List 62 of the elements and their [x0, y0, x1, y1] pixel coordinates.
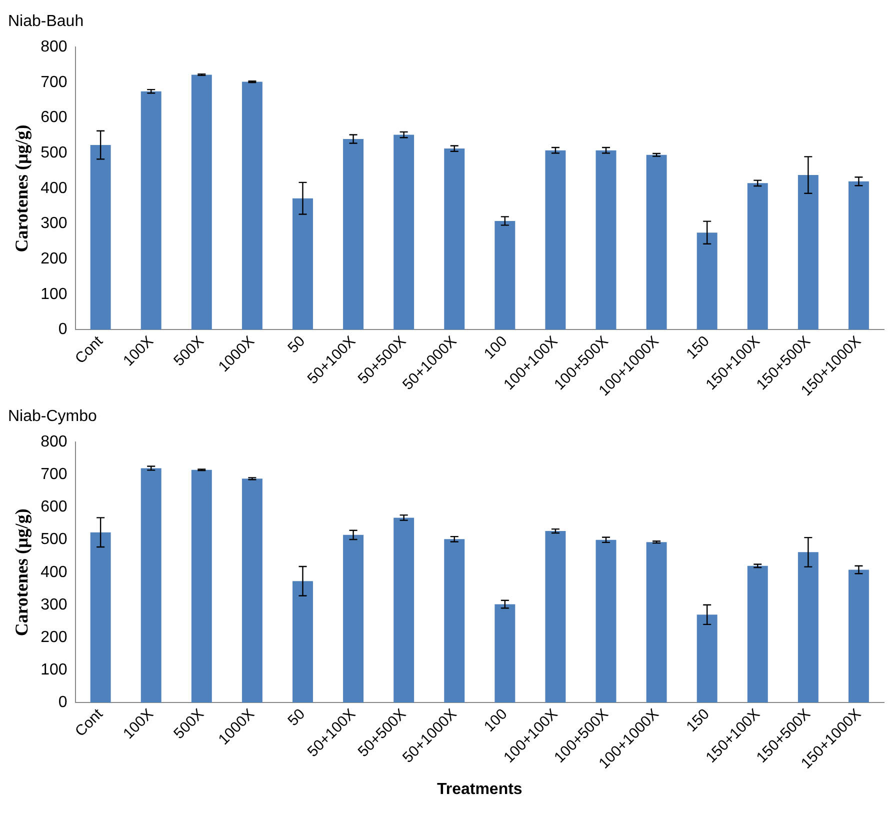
- x-tick-label: 100: [480, 706, 511, 736]
- bar: [444, 539, 465, 703]
- y-tick-label: 600: [40, 109, 68, 126]
- bar: [191, 74, 212, 330]
- x-tick-label: 50: [284, 332, 308, 357]
- bar: [191, 470, 212, 703]
- y-axis-title: Carotenes (µg/g): [11, 508, 32, 636]
- y-axis-title: Carotenes (µg/g): [11, 124, 32, 252]
- y-tick-label: 300: [40, 596, 68, 614]
- bar: [394, 518, 414, 703]
- y-tick-label: 200: [40, 628, 68, 646]
- bar: [90, 145, 111, 330]
- bar: [646, 542, 667, 703]
- bar: [545, 150, 566, 330]
- chart-title: Niab-Bauh: [8, 13, 84, 30]
- bar: [596, 150, 616, 330]
- y-tick-label: 300: [40, 215, 68, 232]
- bar: [394, 134, 414, 330]
- y-tick-label: 0: [58, 694, 68, 711]
- bar: [292, 198, 313, 330]
- bar: [798, 552, 818, 703]
- bar: [292, 581, 313, 703]
- x-tick-label: Cont: [72, 332, 107, 368]
- y-tick-label: 500: [40, 531, 68, 548]
- y-tick-label: 700: [40, 466, 68, 484]
- bar: [747, 566, 768, 703]
- bar: [242, 82, 262, 330]
- bar: [343, 534, 364, 703]
- bar: [696, 614, 718, 703]
- y-tick-label: 500: [40, 144, 68, 162]
- x-tick-label: 150: [683, 332, 713, 363]
- bar: [494, 220, 516, 330]
- bar: [848, 570, 869, 703]
- y-tick-label: 600: [40, 498, 68, 516]
- y-tick-label: 100: [40, 286, 68, 303]
- y-tick-label: 400: [40, 180, 68, 197]
- bar: [90, 532, 111, 703]
- y-tick-label: 800: [40, 434, 68, 451]
- x-tick-label: 100: [480, 332, 511, 363]
- x-tick-label: 50: [284, 706, 308, 730]
- bar: [848, 181, 869, 330]
- bar: [545, 531, 566, 703]
- chart-title: Niab-Cymbo: [8, 408, 98, 426]
- y-tick-label: 200: [40, 250, 68, 268]
- y-tick-label: 0: [58, 321, 68, 338]
- x-tick-label: 150: [683, 706, 713, 736]
- x-axis-title: Treatments: [436, 780, 522, 798]
- bar: [140, 91, 162, 330]
- bar: [242, 478, 262, 703]
- bar: [596, 540, 616, 703]
- bar: [798, 175, 818, 330]
- y-tick-label: 800: [40, 38, 68, 56]
- bar: [444, 148, 465, 330]
- y-tick-label: 700: [40, 74, 68, 91]
- bar: [343, 139, 364, 330]
- bar: [646, 154, 667, 330]
- bar: [140, 468, 162, 703]
- y-tick-label: 400: [40, 564, 68, 581]
- bar: [696, 232, 718, 330]
- y-tick-label: 100: [40, 661, 68, 678]
- bar: [747, 183, 768, 330]
- bar: [494, 604, 516, 703]
